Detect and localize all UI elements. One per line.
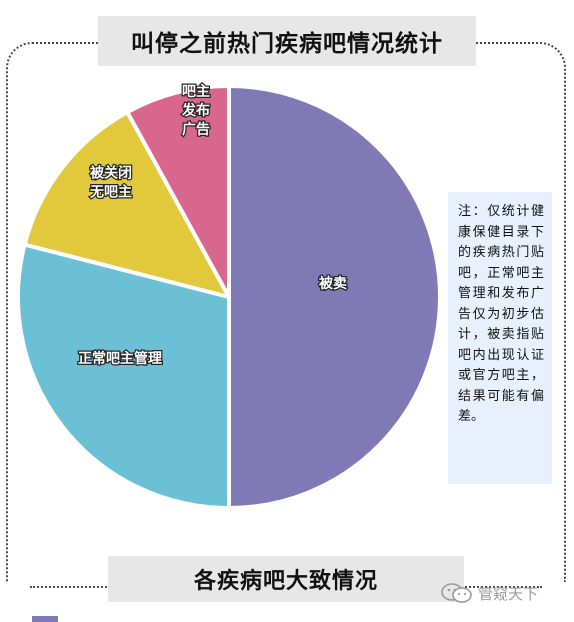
watermark: 管窥天下 <box>440 582 538 604</box>
watermark-text: 管窥天下 <box>478 584 539 603</box>
pie-slice <box>125 84 231 299</box>
pie-slice <box>16 242 231 510</box>
pie-slice <box>227 84 442 510</box>
pie-slices <box>16 84 442 510</box>
legend-chip <box>32 616 58 622</box>
section-subtitle: 各疾病吧大致情况 <box>108 556 464 602</box>
pie-slice <box>22 110 231 299</box>
slice-label: 正常吧主管理 <box>78 350 162 367</box>
slice-label: 吧主发布广告 <box>181 83 210 138</box>
chart-note: 注：仅统计健康保健目录下的疾病热门贴吧，正常吧主管理和发布广告仅为初步估计，被卖… <box>448 192 552 484</box>
slice-label: 被卖 <box>319 275 347 292</box>
slice-label: 被关闭无吧主 <box>89 165 132 201</box>
wechat-icon <box>441 583 472 603</box>
chart-title: 叫停之前热门疾病吧情况统计 <box>98 16 476 66</box>
